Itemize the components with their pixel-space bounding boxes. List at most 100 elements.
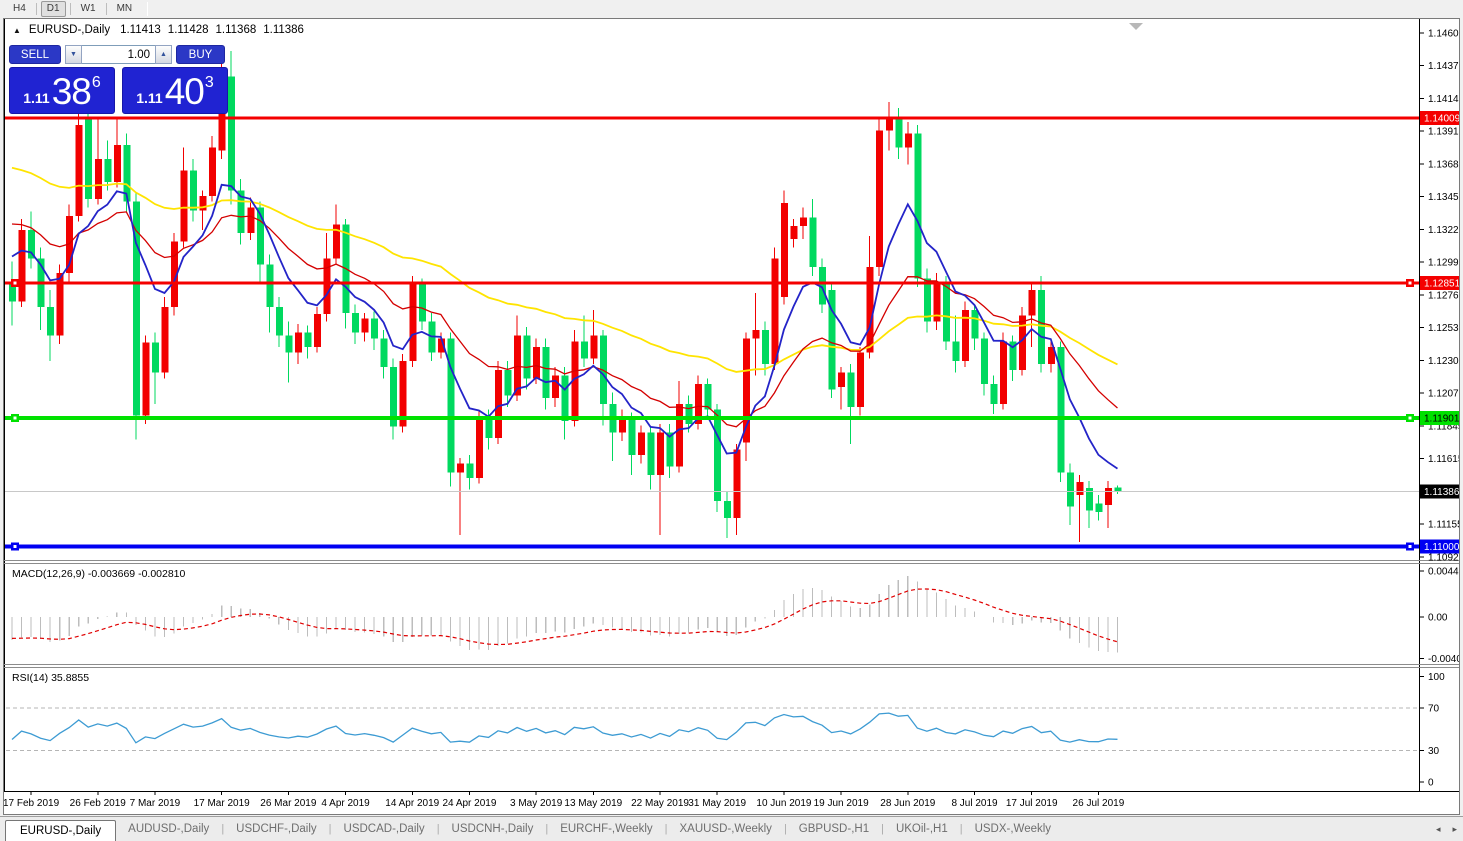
sell-price-prefix: 1.11 (23, 90, 50, 106)
svg-text:28 Jun 2019: 28 Jun 2019 (880, 798, 935, 809)
svg-text:1.11000: 1.11000 (1424, 542, 1459, 553)
svg-text:1.13225: 1.13225 (1428, 225, 1459, 236)
sell-price-box[interactable]: 1.11 38 6 (9, 67, 115, 114)
open-value: 1.11413 (120, 24, 161, 36)
sell-price-big: 38 (51, 71, 92, 112)
toolbar-separator (35, 3, 37, 15)
svg-text:19 Jun 2019: 19 Jun 2019 (814, 798, 869, 809)
svg-text:1.12075: 1.12075 (1428, 389, 1459, 400)
svg-text:0.004482: 0.004482 (1428, 567, 1459, 578)
macd-label: MACD(12,26,9) -0.003669 -0.002810 (12, 568, 186, 580)
buy-button[interactable]: BUY (176, 45, 225, 64)
tab-separator: | (328, 823, 332, 835)
svg-text:17 Mar 2019: 17 Mar 2019 (194, 798, 251, 809)
svg-text:1.11155: 1.11155 (1428, 520, 1459, 531)
svg-text:1.13685: 1.13685 (1428, 159, 1459, 170)
ohlc-values: 1.11413 1.11428 1.11368 1.11386 (120, 24, 304, 36)
symbol-title: EURUSD-,Daily (28, 24, 111, 36)
tab-separator: | (959, 823, 963, 835)
svg-text:1.14375: 1.14375 (1428, 61, 1459, 72)
svg-text:100: 100 (1428, 672, 1445, 683)
svg-text:1.13455: 1.13455 (1428, 192, 1459, 203)
svg-text:1.11615: 1.11615 (1428, 454, 1459, 465)
buy-price-big: 40 (164, 71, 205, 112)
svg-text:17 Jul 2019: 17 Jul 2019 (1006, 798, 1058, 809)
svg-text:1.12535: 1.12535 (1428, 323, 1459, 334)
timeframe-toolbar: H4 D1 W1 MN (0, 0, 1463, 18)
tab-scroll-left-icon[interactable]: ◂ (1435, 824, 1441, 834)
timeframe-button-d1[interactable]: D1 (40, 1, 66, 17)
buy-price-box[interactable]: 1.11 40 3 (122, 67, 228, 114)
date-axis-layer: 17 Feb 2019 26 Feb 2019 7 Mar 2019 17 Mar 2… (4, 791, 1125, 809)
svg-text:30: 30 (1428, 746, 1440, 757)
toolbar-separator (105, 3, 107, 15)
timeframe-button-h4[interactable]: H4 (13, 3, 26, 14)
svg-text:4 Apr 2019: 4 Apr 2019 (321, 798, 370, 809)
tab-separator: | (221, 823, 225, 835)
candles-layer (9, 50, 1122, 543)
chart-tab-usdcad[interactable]: USDCAD-,Daily (343, 823, 425, 835)
timeframe-button-w1[interactable]: W1 (80, 3, 96, 14)
timeframe-button-mn[interactable]: MN (116, 3, 133, 14)
svg-text:1.14009: 1.14009 (1424, 113, 1459, 124)
svg-text:31 May 2019: 31 May 2019 (688, 798, 746, 809)
tab-separator: | (436, 823, 440, 835)
svg-text:8 Jul 2019: 8 Jul 2019 (951, 798, 998, 809)
rsi-label: RSI(14) 35.8855 (12, 672, 90, 684)
macd-layer (11, 576, 1119, 653)
chart-tab-usdx[interactable]: USDX-,Weekly (974, 823, 1052, 835)
price-chart-canvas[interactable]: 1.14605 1.14375 1.14145 1.13915 1.13685 1.134… (4, 19, 1459, 814)
svg-text:0: 0 (1428, 778, 1434, 789)
tab-separator: | (881, 823, 884, 835)
rsi-layer (6, 707, 1419, 751)
svg-text:26 Mar 2019: 26 Mar 2019 (260, 798, 317, 809)
sell-button[interactable]: SELL (9, 45, 61, 64)
svg-text:1.10925: 1.10925 (1428, 552, 1459, 563)
svg-text:24 Apr 2019: 24 Apr 2019 (442, 798, 496, 809)
svg-text:1.14605: 1.14605 (1428, 29, 1459, 40)
moving-averages-layer (11, 166, 1118, 470)
chart-tab-gbpusd[interactable]: GBPUSD-,H1 (798, 823, 870, 835)
tab-scroll-right-icon[interactable]: ▸ (1452, 824, 1457, 834)
chart-tab-xauusd[interactable]: XAUUSD-,Weekly (679, 823, 772, 835)
chart-tab-audusd[interactable]: AUDUSD-,Daily (128, 823, 210, 835)
chart-tab-bar: EURUSD-,Daily AUDUSD-,Daily | USDCHF-,Daily… (0, 816, 1463, 841)
collapse-icon[interactable]: ▲ (13, 25, 21, 35)
amount-input[interactable] (82, 45, 155, 64)
svg-text:1.12305: 1.12305 (1428, 356, 1459, 367)
svg-text:13 May 2019: 13 May 2019 (564, 798, 622, 809)
tab-separator: | (545, 823, 549, 835)
svg-text:1.11845: 1.11845 (1428, 421, 1459, 432)
low-value: 1.11368 (215, 24, 257, 36)
toolbar-separator (69, 3, 71, 15)
axes-layer: 1.14605 1.14375 1.14145 1.13915 1.13685 1.134… (4, 19, 1459, 792)
tab-separator: | (783, 823, 787, 835)
horizontal-levels-layer[interactable] (4, 116, 1419, 551)
chart-shift-marker (1129, 23, 1143, 30)
amount-increase-button[interactable]: ▲ (155, 45, 172, 64)
chart-header: ▲ EURUSD-,Daily 1.11413 1.11428 1.11368 … (13, 24, 304, 36)
svg-text:1.13915: 1.13915 (1428, 127, 1459, 138)
sell-price-sup: 6 (91, 74, 101, 91)
svg-text:70: 70 (1428, 704, 1440, 715)
svg-text:3 May 2019: 3 May 2019 (510, 798, 563, 809)
high-value: 1.11428 (167, 24, 209, 36)
svg-text:14 Apr 2019: 14 Apr 2019 (385, 798, 439, 809)
chart-tab-usdcnh[interactable]: USDCNH-,Daily (451, 823, 534, 835)
buy-price-sup: 3 (204, 74, 214, 91)
chart-tab-eurusd[interactable]: EURUSD-,Daily (5, 820, 117, 841)
svg-text:22 May 2019: 22 May 2019 (631, 798, 689, 809)
amount-decrease-button[interactable]: ▼ (65, 45, 82, 64)
buy-price-prefix: 1.11 (136, 90, 163, 106)
tab-separator: | (664, 823, 668, 835)
svg-text:1.14145: 1.14145 (1428, 94, 1459, 105)
svg-text:26 Jul 2019: 26 Jul 2019 (1073, 798, 1125, 809)
chart-tab-eurchf[interactable]: EURCHF-,Weekly (560, 823, 653, 835)
chart-tab-ukoil[interactable]: UKOil-,H1 (895, 823, 948, 835)
svg-text:10 Jun 2019: 10 Jun 2019 (756, 798, 811, 809)
svg-text:1.12851: 1.12851 (1424, 278, 1459, 289)
chart-tab-usdchf[interactable]: USDCHF-,Daily (236, 823, 317, 835)
svg-text:7 Mar 2019: 7 Mar 2019 (130, 798, 181, 809)
svg-text:0.00: 0.00 (1428, 613, 1448, 624)
